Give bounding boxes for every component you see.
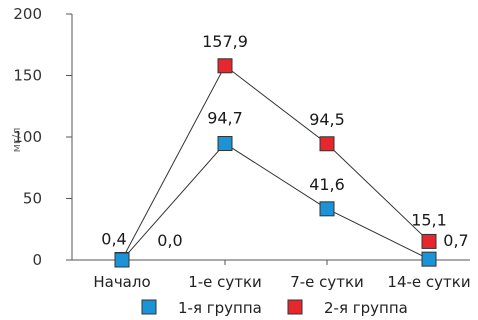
data-label: 94,5 bbox=[309, 110, 345, 129]
series-line-1 bbox=[121, 142, 430, 261]
y-tick-label: 50 bbox=[23, 190, 42, 208]
legend-swatch-2 bbox=[287, 299, 303, 315]
series-line-2 bbox=[121, 65, 430, 260]
data-labels: 0,0 94,7 41,6 0,7 0,4 157,9 94,5 15,1 bbox=[101, 32, 468, 250]
data-label: 41,6 bbox=[309, 175, 345, 194]
series-2-point bbox=[421, 233, 437, 249]
data-label: 15,1 bbox=[411, 210, 447, 229]
legend: 1-я группа 2-я группа bbox=[141, 299, 408, 317]
series-lines bbox=[121, 65, 430, 261]
data-label: 0,7 bbox=[443, 231, 468, 250]
series-1-point bbox=[319, 201, 335, 217]
y-tick-labels: 0 50 100 150 200 bbox=[13, 5, 72, 269]
data-label: 94,7 bbox=[207, 109, 243, 128]
series-1-point bbox=[217, 136, 233, 152]
data-label: 0,0 bbox=[157, 231, 182, 250]
legend-label-2: 2-я группа bbox=[324, 299, 408, 317]
x-tick-label: Начало bbox=[93, 273, 150, 291]
x-tick-label: 7-е сутки bbox=[290, 273, 364, 291]
x-tick-labels: Начало 1-е сутки 7-е сутки 14-е сутки bbox=[93, 260, 471, 291]
series-1-point bbox=[421, 251, 437, 267]
x-tick-label: 1-е сутки bbox=[188, 273, 262, 291]
data-label: 157,9 bbox=[202, 32, 248, 51]
y-tick-label: 200 bbox=[13, 5, 42, 23]
x-tick-label: 14-е сутки bbox=[387, 273, 470, 291]
legend-swatch-1 bbox=[141, 299, 157, 315]
legend-label-1: 1-я группа bbox=[178, 299, 262, 317]
series-2-point bbox=[319, 136, 335, 152]
y-axis-label: мг/л bbox=[10, 128, 23, 153]
data-label: 0,4 bbox=[101, 230, 126, 249]
y-tick-label: 0 bbox=[32, 251, 42, 269]
y-tick-label: 150 bbox=[13, 67, 42, 85]
data-points bbox=[114, 58, 437, 268]
series-2-point bbox=[217, 58, 233, 74]
series-1-point bbox=[114, 252, 130, 268]
y-tick-label: 100 bbox=[13, 128, 42, 146]
